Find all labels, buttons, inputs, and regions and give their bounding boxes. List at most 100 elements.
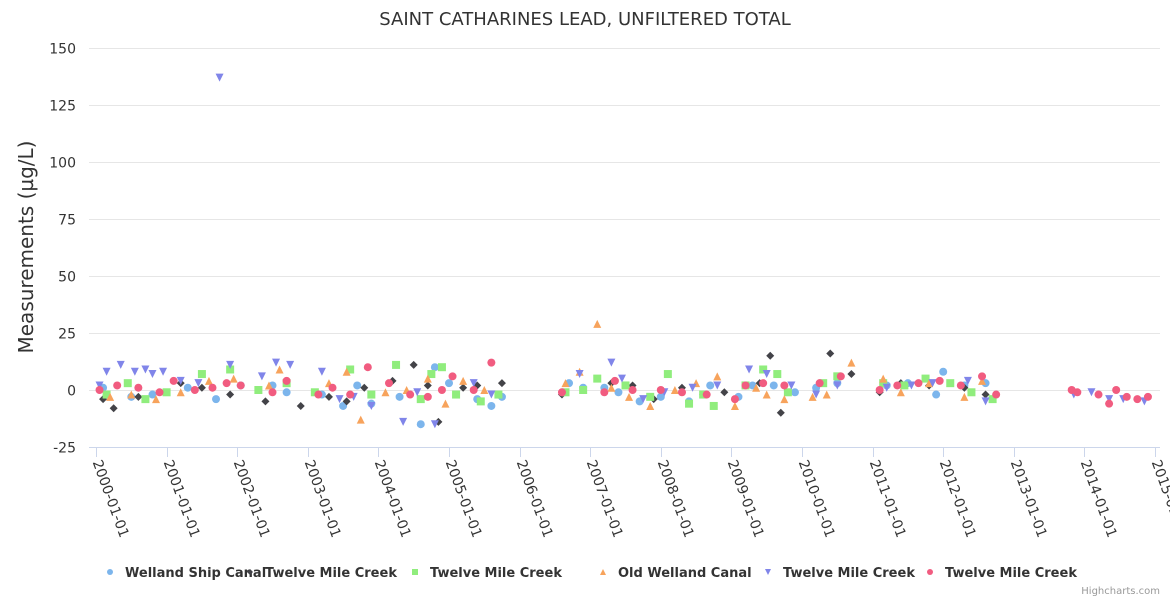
data-point — [169, 376, 178, 385]
data-point — [445, 379, 453, 388]
y-axis-ticks: 150 125 100 75 50 25 0 -25 — [49, 42, 76, 457]
data-point — [441, 399, 450, 408]
data-point — [197, 370, 206, 379]
data-point — [579, 386, 588, 394]
legend-marker-icon — [600, 569, 606, 575]
data-point — [617, 374, 626, 383]
data-point — [102, 367, 111, 376]
data-point — [222, 379, 231, 388]
data-point — [106, 392, 115, 401]
data-point — [423, 374, 432, 383]
data-point — [459, 376, 468, 385]
data-point — [155, 388, 164, 397]
data-point — [95, 386, 104, 394]
data-point — [430, 420, 439, 429]
data-point — [833, 381, 842, 390]
data-point — [353, 381, 362, 390]
data-point — [342, 367, 351, 376]
y-axis-label: Measurements (µg/L) — [14, 141, 38, 354]
data-point — [384, 379, 393, 388]
data-point — [194, 379, 203, 388]
data-point — [907, 381, 916, 390]
data-point — [593, 319, 602, 328]
data-point — [875, 386, 884, 394]
data-point — [713, 372, 722, 381]
legend-item[interactable]: Twelve Mile Creek — [247, 566, 397, 581]
data-point — [123, 379, 132, 388]
data-point — [367, 390, 376, 399]
data-point — [815, 379, 824, 388]
data-point — [335, 395, 344, 404]
legend-item[interactable]: Old Welland Canal — [600, 566, 752, 581]
data-point — [988, 395, 997, 404]
x-tick-label: 2003-01-01 — [301, 458, 344, 540]
data-point — [212, 395, 221, 404]
data-point — [963, 376, 972, 385]
data-point — [95, 381, 104, 390]
y-tick-label: 150 — [49, 42, 76, 58]
data-point — [317, 367, 326, 376]
data-point — [282, 388, 291, 397]
data-point — [776, 408, 785, 417]
legend-item[interactable]: Twelve Mile Creek — [765, 566, 915, 581]
data-point — [268, 388, 277, 397]
data-point — [437, 363, 446, 372]
data-point — [1094, 390, 1103, 399]
data-point — [935, 376, 944, 385]
data-point — [141, 395, 150, 404]
data-point — [1105, 399, 1114, 408]
legend-item[interactable]: Welland Ship Canal — [107, 566, 266, 581]
legend-label: Twelve Mile Creek — [265, 566, 397, 581]
legend-item[interactable]: Twelve Mile Creek — [927, 566, 1077, 581]
data-point — [204, 376, 213, 385]
x-tick-label: 2013-01-01 — [1007, 458, 1050, 540]
data-point — [677, 388, 686, 397]
x-tick-label: 2004-01-01 — [371, 458, 414, 540]
x-tick-label: 2012-01-01 — [936, 458, 979, 540]
data-point — [921, 374, 930, 383]
data-point — [812, 390, 821, 399]
data-point — [406, 390, 415, 399]
data-point — [621, 381, 630, 390]
data-point — [759, 365, 768, 374]
data-point — [730, 395, 739, 404]
credits-link[interactable]: Highcharts.com — [1081, 586, 1160, 597]
data-point — [826, 349, 835, 358]
legend-label: Twelve Mile Creek — [430, 566, 562, 581]
x-tick-label: 2015-01-01 — [1148, 458, 1170, 540]
data-point — [392, 360, 401, 369]
legend-marker-icon — [107, 569, 113, 575]
data-point — [978, 372, 987, 381]
data-point — [1143, 392, 1152, 401]
data-point — [360, 383, 369, 392]
data-point — [296, 401, 305, 410]
data-point — [236, 381, 245, 390]
data-point — [162, 388, 171, 397]
data-point — [152, 395, 161, 404]
legend-item[interactable]: Twelve Mile Creek — [412, 566, 562, 581]
data-point — [706, 381, 715, 390]
legend-label: Twelve Mile Creek — [783, 566, 915, 581]
data-point — [226, 390, 235, 399]
data-point — [557, 388, 566, 397]
data-point — [208, 383, 217, 392]
data-point — [956, 381, 965, 390]
y-tick-label: 125 — [49, 99, 76, 115]
data-point — [314, 390, 323, 399]
data-point — [607, 358, 616, 367]
x-tick-label: 2007-01-01 — [583, 458, 626, 540]
data-point — [487, 401, 496, 410]
data-point — [102, 390, 111, 399]
data-point — [762, 390, 771, 399]
data-point — [346, 365, 355, 374]
data-point — [932, 390, 941, 399]
legend-label: Old Welland Canal — [618, 566, 752, 581]
data-point — [1112, 386, 1121, 394]
x-tick-label: 2014-01-01 — [1077, 458, 1120, 540]
data-point — [272, 358, 281, 367]
data-point — [399, 417, 408, 426]
data-point — [310, 388, 319, 397]
data-point — [286, 360, 295, 369]
data-point — [134, 383, 143, 392]
